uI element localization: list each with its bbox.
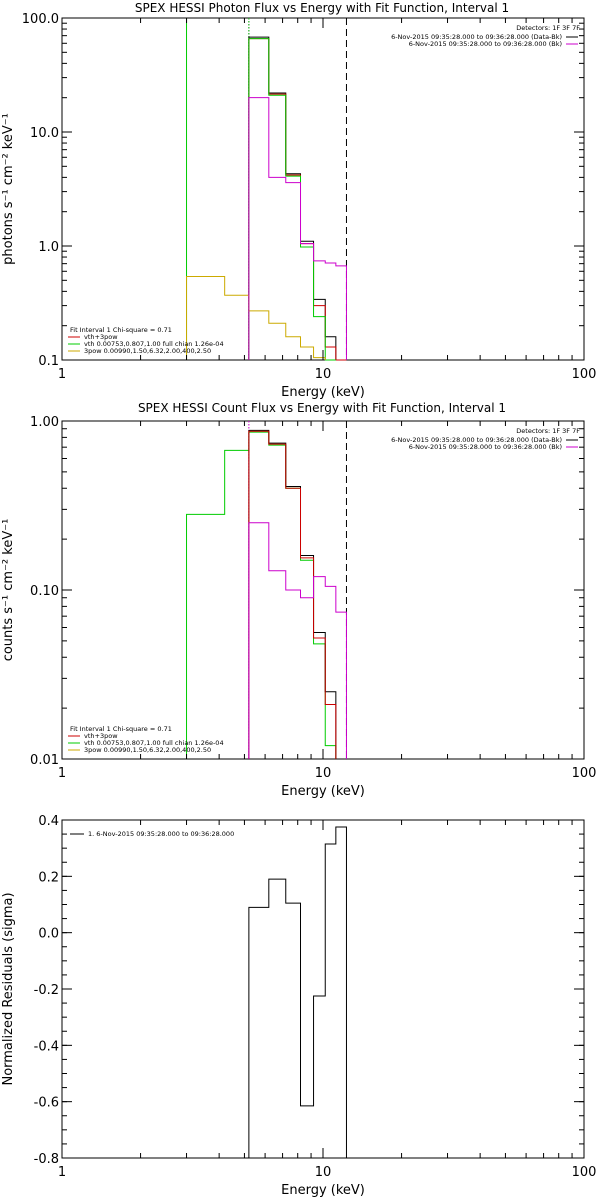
y-tick-label: -0.8: [34, 1152, 59, 1167]
legend-residuals-entry: 1. 6-Nov-2015 09:35:28.000 to 09:36:28.0…: [88, 830, 234, 838]
y-tick-label: 0.10: [30, 584, 59, 599]
y-tick-label: 1.0: [38, 240, 59, 255]
x-tick-label: 1: [58, 1165, 66, 1180]
x-tick-label: 1: [58, 766, 66, 781]
x-tick-label: 100: [572, 766, 597, 781]
plot-frame: [61, 17, 585, 361]
axis-ticks: 1 10 100 -0.8 -0.6 -0.4 -0.2 0.0 0.2 0.4: [34, 814, 597, 1180]
y-tick-label: -0.2: [34, 983, 59, 998]
panel-title: SPEX HESSI Photon Flux vs Energy with Fi…: [135, 1, 509, 15]
series-bk: [248, 97, 347, 360]
x-tick-label: 10: [315, 1165, 332, 1180]
y-tick-label: 10.0: [30, 126, 59, 141]
series-3pow: [186, 276, 326, 360]
photon-flux-panel: SPEX HESSI Photon Flux vs Energy with Fi…: [1, 1, 596, 400]
legend-intervals: 6-Nov-2015 09:35:28.000 to 09:36:28.000 …: [391, 33, 562, 48]
plot-marks: [248, 826, 347, 1158]
y-tick-label: 1.00: [30, 415, 59, 430]
y-tick-label: 0.4: [38, 814, 59, 829]
x-axis-label: Energy (keV): [281, 1183, 365, 1198]
panel-title: SPEX HESSI Count Flux vs Energy with Fit…: [138, 401, 506, 415]
count-flux-panel: SPEX HESSI Count Flux vs Energy with Fit…: [1, 401, 596, 799]
residuals-panel: 1 10 100 -0.8 -0.6 -0.4 -0.2 0.0 0.2 0.4 Energy (…: [1, 814, 596, 1198]
x-tick-label: 100: [572, 1165, 597, 1180]
detectors-label: Detectors: 1F 3F 7F: [516, 24, 580, 32]
x-axis-label: Energy (keV): [281, 784, 365, 799]
y-tick-label: 0.1: [38, 354, 59, 369]
x-tick-label: 10: [315, 766, 332, 781]
x-axis-label: Energy (keV): [281, 385, 365, 400]
legend-fit-header: Fit Interval 1 Chi-square = 0.71: [70, 326, 172, 334]
legend-fit-total: vth+3pow: [84, 732, 118, 740]
legend-entry-background: 6-Nov-2015 09:35:28.000 to 09:36:28.000 …: [409, 443, 562, 451]
y-tick-label: 0.0: [38, 927, 59, 942]
plot-frame: [61, 420, 585, 760]
y-tick-label: 0.01: [30, 753, 59, 768]
y-axis-label: photons s⁻¹ cm⁻² keV⁻¹: [1, 113, 16, 265]
plot-frame: [61, 819, 585, 1159]
series-vth: [248, 38, 336, 361]
legend-fit-total: vth+3pow: [84, 333, 118, 341]
legend-fit-3pow: 3pow 0.00990,1.50,6.32,2.00,400,2.50: [84, 746, 211, 754]
legend-fit-vth: vth 0.00753,0.807,1.00 full chian 1.26e-…: [84, 340, 224, 348]
series-vth-3pow: [248, 38, 347, 361]
plot-marks: [186, 421, 347, 759]
series-residuals: [248, 826, 347, 1158]
legend-fit-header: Fit Interval 1 Chi-square = 0.71: [70, 725, 172, 733]
x-tick-label: 10: [315, 367, 332, 382]
y-tick-label: 0.2: [38, 870, 59, 885]
y-tick-label: 100.0: [22, 12, 59, 27]
detectors-label: Detectors: 1F 3F 7F: [516, 427, 580, 435]
legend-fit-vth: vth 0.00753,0.807,1.00 full chian 1.26e-…: [84, 739, 224, 747]
legend-residuals: 1. 6-Nov-2015 09:35:28.000 to 09:36:28.0…: [88, 830, 234, 838]
y-axis-label: counts s⁻¹ cm⁻² keV⁻¹: [1, 519, 16, 662]
x-tick-label: 1: [58, 367, 66, 382]
plot-marks: [186, 18, 347, 361]
y-axis-label: Normalized Residuals (sigma): [1, 892, 16, 1085]
series-data-bk: [248, 429, 337, 759]
y-tick-label: -0.4: [34, 1039, 59, 1054]
legend-fit: Fit Interval 1 Chi-square = 0.71 vth+3po…: [70, 725, 224, 754]
series-vth-3pow: [248, 430, 337, 759]
x-tick-label: 100: [572, 367, 597, 382]
legend-fit-3pow: 3pow 0.00990,1.50,6.32,2.00,400,2.50: [84, 347, 211, 355]
series-data-bk: [248, 36, 347, 361]
axis-ticks: 1 10 100 0.1 1.0 10.0 100.0: [22, 12, 597, 382]
series-bk: [248, 522, 347, 759]
legend-entry-data: 6-Nov-2015 09:35:28.000 to 09:36:28.000 …: [391, 436, 562, 444]
y-tick-label: -0.6: [34, 1096, 59, 1111]
legend-intervals: 6-Nov-2015 09:35:28.000 to 09:36:28.000 …: [391, 436, 562, 451]
axis-ticks: 1 10 100 0.01 0.10 1.00: [30, 415, 596, 781]
legend-fit: Fit Interval 1 Chi-square = 0.71 vth+3po…: [70, 326, 224, 355]
legend-entry-background: 6-Nov-2015 09:35:28.000 to 09:36:28.000 …: [409, 40, 562, 48]
legend-entry-data: 6-Nov-2015 09:35:28.000 to 09:36:28.000 …: [391, 33, 562, 41]
